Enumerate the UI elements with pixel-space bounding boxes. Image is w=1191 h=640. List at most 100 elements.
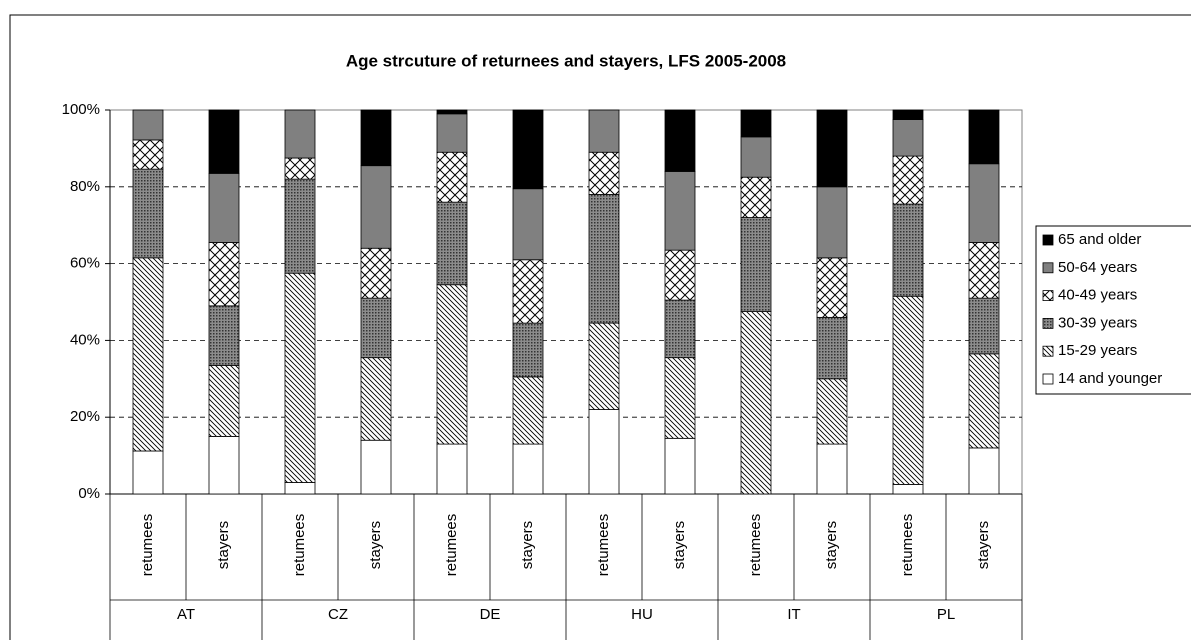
bar-segment <box>892 155 924 205</box>
legend-swatch <box>1042 290 1054 302</box>
x-tick-label: retumees <box>595 514 612 577</box>
bar-segment <box>284 482 316 495</box>
y-tick-label: 20% <box>70 408 100 425</box>
bar-segment <box>664 249 696 301</box>
bar-segment <box>208 305 240 366</box>
bar-segment <box>588 151 620 195</box>
bar-segment <box>360 165 392 249</box>
legend-label: 40-49 years <box>1058 287 1137 304</box>
legend-swatch <box>1042 317 1054 329</box>
group-label: CZ <box>328 606 348 623</box>
x-tick-label: retumees <box>747 514 764 577</box>
bar-segment <box>208 364 240 437</box>
bar-segment <box>664 357 696 439</box>
bar-segment <box>436 113 468 153</box>
x-tick-label: stayers <box>367 521 384 569</box>
bar-segment <box>740 311 772 495</box>
bar-segment <box>512 109 544 190</box>
bar-segment <box>360 247 392 299</box>
bar-segment <box>816 443 848 495</box>
bar-segment <box>436 284 468 445</box>
bar-segment <box>816 109 848 188</box>
bar-segment <box>588 109 620 153</box>
bar-segment <box>892 295 924 485</box>
chart-title: Age strcuture of returnees and stayers, … <box>346 51 786 70</box>
bar-segment <box>360 357 392 441</box>
bar-segment <box>740 109 772 138</box>
x-tick-label: retumees <box>139 514 156 577</box>
bar-segment <box>816 257 848 318</box>
bar-segment <box>892 119 924 157</box>
bar-segment <box>208 109 240 174</box>
legend-label: 14 and younger <box>1058 370 1162 387</box>
legend-swatch <box>1042 234 1054 246</box>
bar-segment <box>740 136 772 178</box>
y-tick-label: 80% <box>70 178 100 195</box>
group-label: AT <box>177 606 195 623</box>
group-label: HU <box>631 606 653 623</box>
bar-segment <box>740 176 772 218</box>
bar-segment <box>284 272 316 483</box>
group-label: DE <box>480 606 501 623</box>
bar-segment <box>892 109 924 121</box>
bar-segment <box>740 217 772 313</box>
bar-segment <box>132 168 164 259</box>
bar-segment <box>588 409 620 495</box>
bar-segment <box>132 450 164 495</box>
legend-swatch <box>1042 345 1054 357</box>
bar-segment <box>816 316 848 380</box>
bar-segment <box>436 201 468 286</box>
bar-segment <box>284 178 316 274</box>
y-tick-label: 100% <box>62 101 100 118</box>
bar-segment <box>208 172 240 243</box>
bar-segment <box>208 242 240 307</box>
group-label: IT <box>787 606 800 623</box>
bar-segment <box>436 151 468 203</box>
bar-segment <box>512 259 544 324</box>
x-tick-label: retumees <box>899 514 916 577</box>
bar-segment <box>360 297 392 359</box>
bar-segment <box>588 194 620 324</box>
bar-segment <box>968 109 1000 165</box>
bar-segment <box>360 439 392 495</box>
x-tick-label: stayers <box>823 521 840 569</box>
legend-swatch <box>1042 262 1054 274</box>
bar-segment <box>512 443 544 495</box>
bar-segment <box>588 322 620 410</box>
legend-swatch <box>1042 373 1054 385</box>
x-tick-label: retumees <box>291 514 308 577</box>
legend-label: 50-64 years <box>1058 259 1137 276</box>
bar-segment <box>284 109 316 159</box>
bar-segment <box>132 109 164 141</box>
bar-segment <box>968 353 1000 449</box>
bar-segment <box>132 257 164 452</box>
bar-segment <box>512 376 544 445</box>
x-tick-label: stayers <box>519 521 536 569</box>
bar-segment <box>968 447 1000 495</box>
x-tick-label: stayers <box>671 521 688 569</box>
plot-area <box>109 109 1023 495</box>
bar-segment <box>664 109 696 172</box>
bar-segment <box>968 242 1000 299</box>
group-label: PL <box>937 606 955 623</box>
bar-segment <box>360 109 392 167</box>
bar-segment <box>892 203 924 297</box>
bar-segment <box>664 437 696 495</box>
bar-segment <box>512 322 544 378</box>
bar-segment <box>816 378 848 445</box>
bar-segment <box>892 483 924 495</box>
y-tick-label: 60% <box>70 255 100 272</box>
x-tick-label: stayers <box>975 521 992 569</box>
bar-segment <box>664 171 696 251</box>
legend-label: 30-39 years <box>1058 314 1137 331</box>
bar-segment <box>512 188 544 261</box>
bar-segment <box>132 139 164 170</box>
bar-segment <box>816 186 848 259</box>
bar-segment <box>208 435 240 495</box>
legend-label: 65 and older <box>1058 231 1141 248</box>
y-tick-label: 40% <box>70 331 100 348</box>
y-tick-label: 0% <box>78 485 100 502</box>
bar-segment <box>284 157 316 180</box>
bar-segment <box>968 163 1000 243</box>
